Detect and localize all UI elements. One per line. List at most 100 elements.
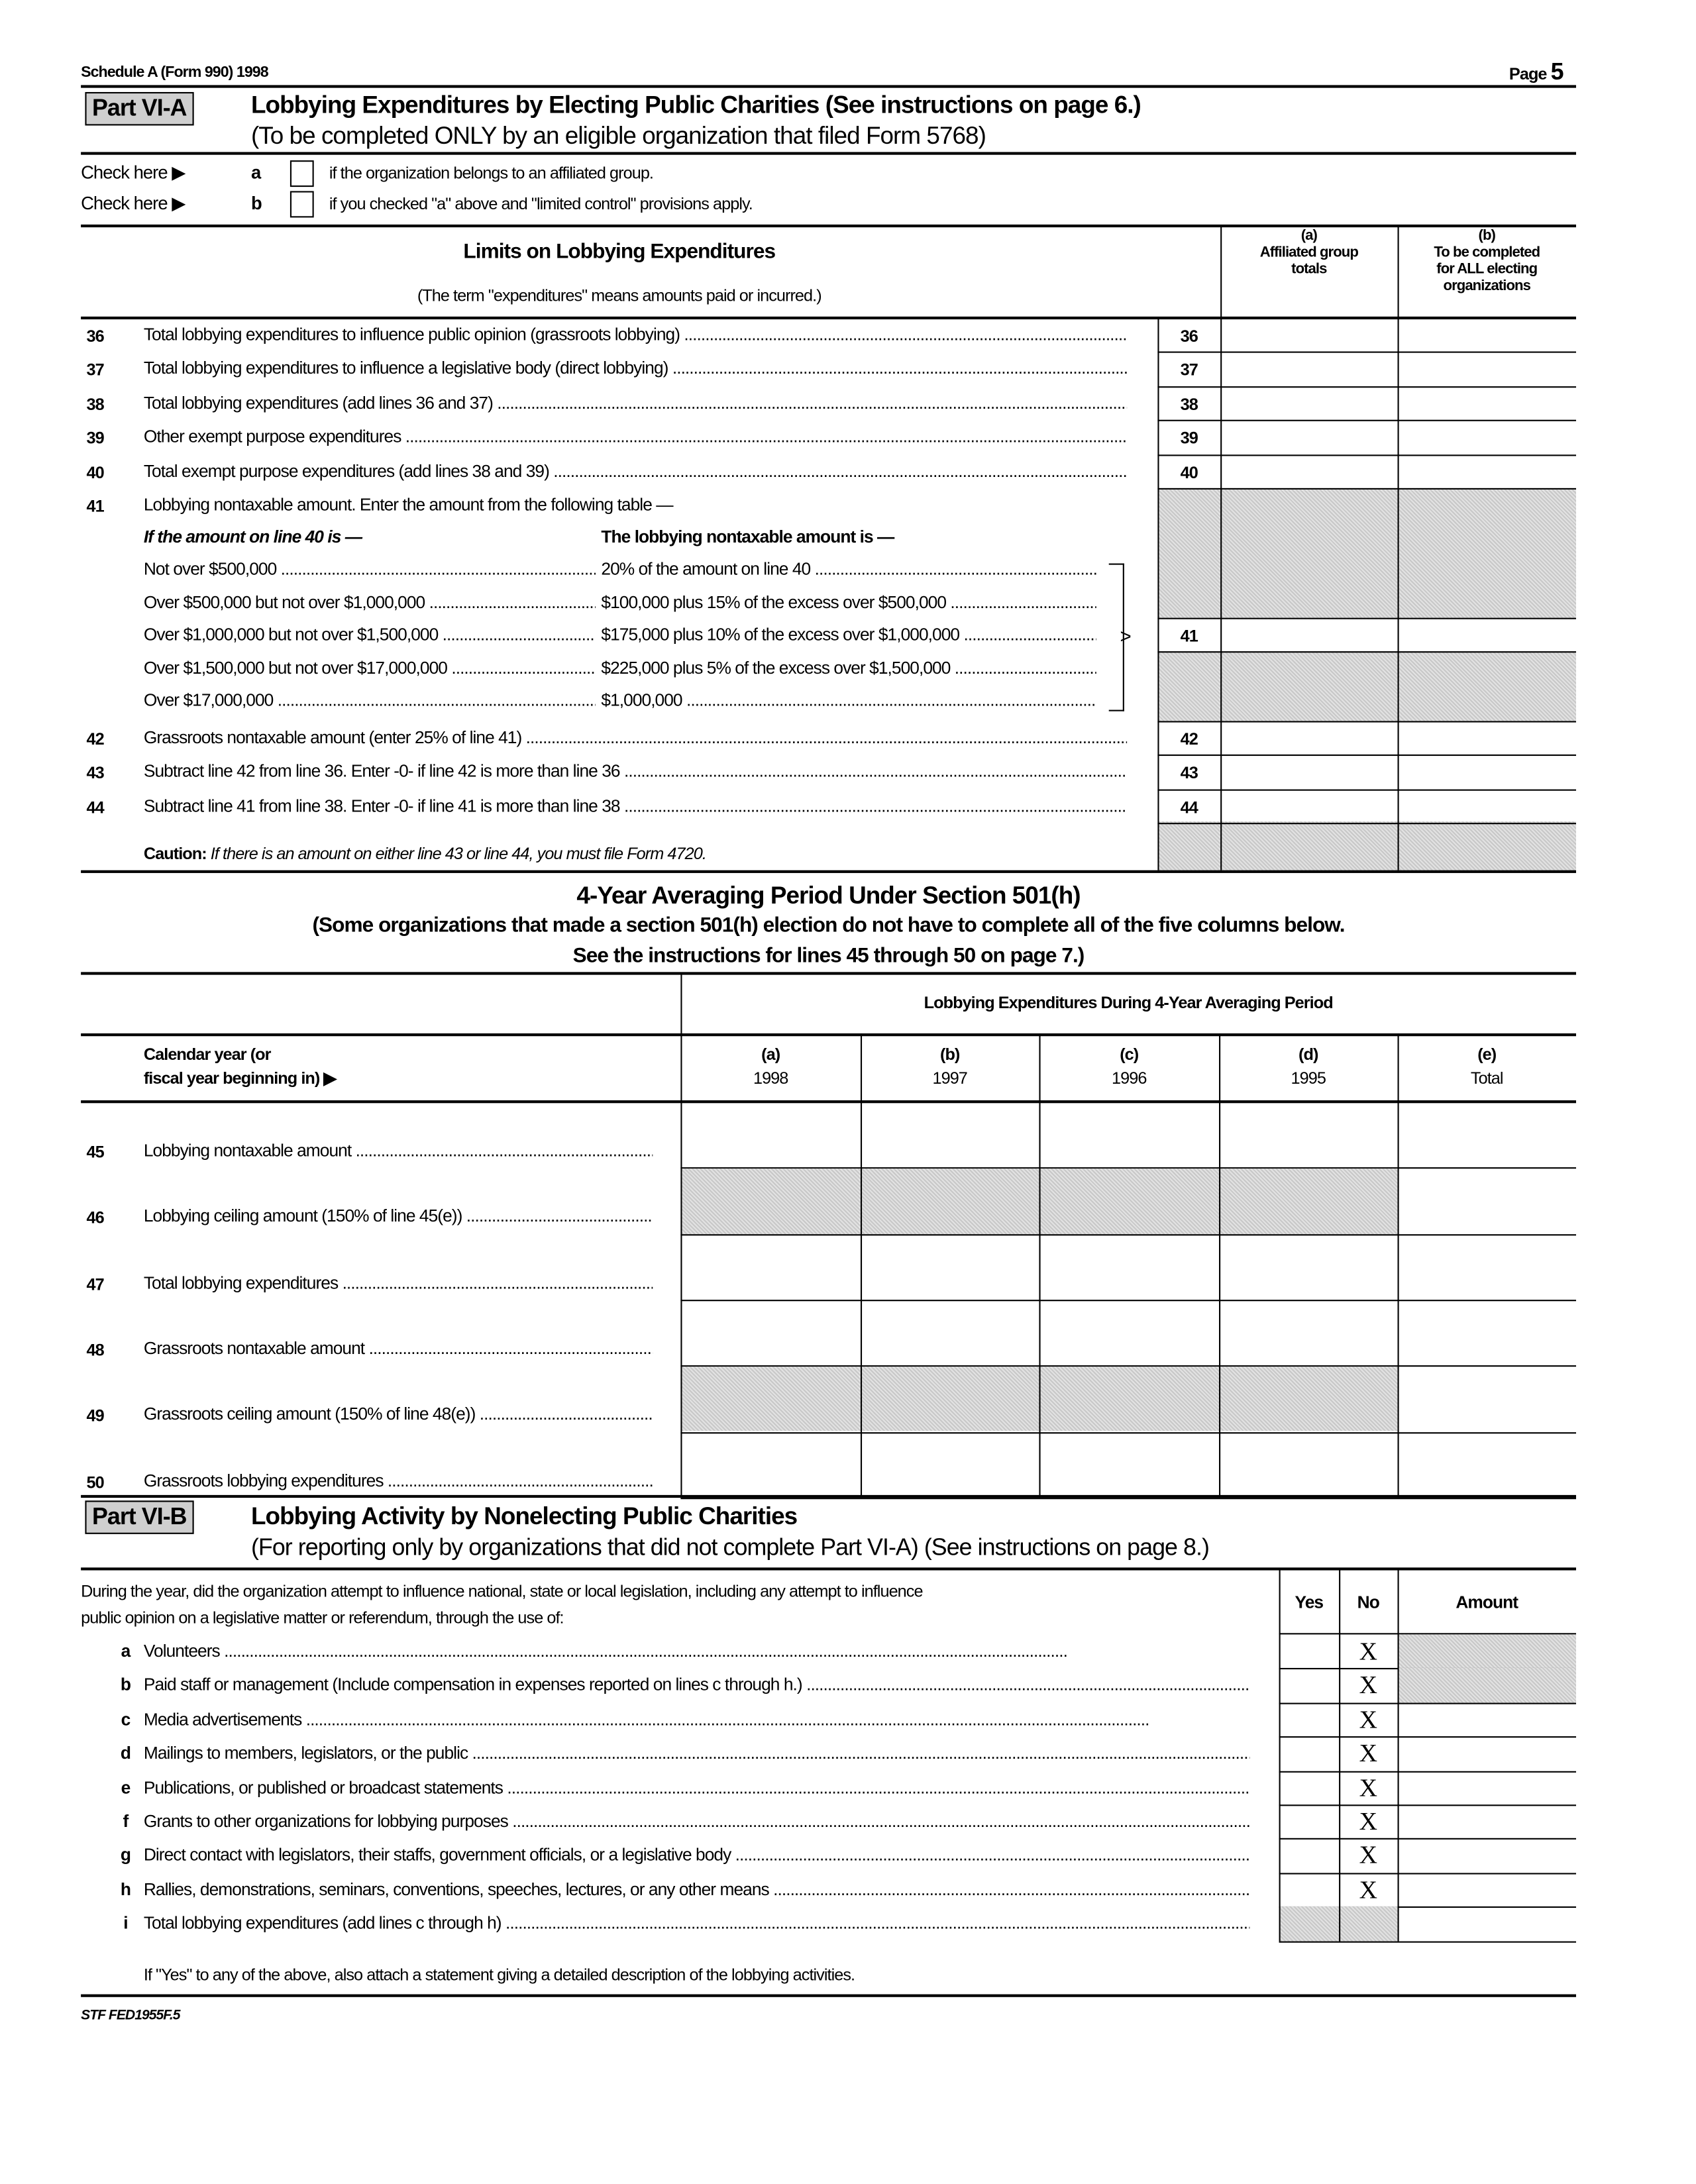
checkbox-b[interactable] bbox=[290, 191, 314, 218]
line-box-number: 38 bbox=[1180, 394, 1198, 414]
line-box-number: 42 bbox=[1180, 729, 1198, 749]
line-text: Lobbying nontaxable amount. Enter the am… bbox=[143, 495, 674, 515]
amount-field[interactable] bbox=[1220, 1433, 1397, 1497]
amount-field[interactable] bbox=[1399, 1804, 1576, 1838]
amount-field[interactable] bbox=[1041, 1235, 1219, 1299]
averaging-sub2: See the instructions for lines 45 throug… bbox=[572, 944, 1085, 968]
amount-field[interactable] bbox=[1399, 1771, 1576, 1804]
limits-note: (The term "expenditures" means amounts p… bbox=[417, 286, 822, 306]
amount-field-a-41[interactable] bbox=[1222, 618, 1397, 652]
amount-field[interactable] bbox=[1041, 1301, 1219, 1365]
amount-field[interactable] bbox=[862, 1235, 1039, 1299]
amount-field[interactable] bbox=[682, 1301, 860, 1365]
line-text: Grassroots nontaxable amount ...........… bbox=[143, 1338, 653, 1359]
threshold-right: $100,000 plus 15% of the excess over $50… bbox=[601, 592, 1096, 612]
part-6a-title: Lobbying Expenditures by Electing Public… bbox=[250, 90, 1141, 119]
no-cell[interactable]: X bbox=[1359, 1773, 1377, 1802]
amount-field[interactable] bbox=[862, 1433, 1039, 1497]
amount-field-b[interactable] bbox=[1399, 420, 1576, 454]
threshold-right: $225,000 plus 5% of the excess over $1,5… bbox=[601, 658, 1096, 678]
yes-cell[interactable] bbox=[1281, 1804, 1339, 1838]
amount-field-a[interactable] bbox=[1222, 721, 1397, 754]
no-cell[interactable]: X bbox=[1359, 1637, 1377, 1665]
yes-cell[interactable] bbox=[1281, 1771, 1339, 1804]
amount-field[interactable] bbox=[1041, 1433, 1219, 1497]
amount-field[interactable] bbox=[1399, 1301, 1576, 1365]
item-letter: g bbox=[120, 1846, 131, 1865]
no-cell[interactable]: X bbox=[1359, 1875, 1377, 1904]
amount-field-b[interactable] bbox=[1399, 454, 1576, 488]
amount-field[interactable] bbox=[1399, 1873, 1576, 1906]
amount-field[interactable] bbox=[1220, 1301, 1397, 1365]
no-cell[interactable]: X bbox=[1359, 1705, 1377, 1734]
column-letter: (d) bbox=[1298, 1044, 1318, 1065]
amount-field[interactable] bbox=[1399, 1169, 1576, 1233]
yes-cell[interactable] bbox=[1281, 1634, 1339, 1668]
amount-field-b[interactable] bbox=[1399, 721, 1576, 754]
amount-field-a[interactable] bbox=[1222, 352, 1397, 386]
amount-field[interactable] bbox=[862, 1103, 1039, 1167]
amount-field[interactable] bbox=[682, 1433, 860, 1497]
amount-field[interactable] bbox=[1399, 1235, 1576, 1299]
amount-field[interactable] bbox=[1399, 1103, 1576, 1167]
line-number: 41 bbox=[86, 496, 105, 516]
amount-field[interactable] bbox=[1220, 1235, 1397, 1299]
line-text: Grassroots ceiling amount (150% of line … bbox=[143, 1404, 653, 1424]
line-number: 39 bbox=[86, 428, 105, 448]
amount-field[interactable] bbox=[1399, 1367, 1576, 1431]
amount-field[interactable] bbox=[682, 1235, 860, 1299]
amount-field-b[interactable] bbox=[1399, 789, 1576, 823]
no-cell[interactable]: X bbox=[1359, 1671, 1377, 1700]
amount-field[interactable] bbox=[1220, 1103, 1397, 1167]
column-letter: (a) bbox=[761, 1044, 780, 1065]
amount-field[interactable] bbox=[1399, 1906, 1576, 1940]
item-letter: a bbox=[121, 1641, 131, 1661]
line-number: 49 bbox=[86, 1406, 105, 1426]
check-prefix: Check here ▶ bbox=[81, 162, 186, 183]
line-box-number: 44 bbox=[1180, 797, 1198, 817]
no-header: No bbox=[1357, 1592, 1380, 1612]
yes-cell[interactable] bbox=[1281, 1669, 1339, 1702]
check-prefix: Check here ▶ bbox=[81, 192, 186, 214]
no-cell[interactable]: X bbox=[1359, 1807, 1377, 1836]
yes-cell[interactable] bbox=[1281, 1839, 1339, 1873]
caution-note: Caution: If there is an amount on either… bbox=[143, 843, 707, 864]
amount-field-b[interactable] bbox=[1399, 755, 1576, 789]
col-b-header: (b) To be completed for ALL electing organi… bbox=[1434, 227, 1540, 295]
amount-field[interactable] bbox=[1041, 1103, 1219, 1167]
amount-field-a[interactable] bbox=[1222, 318, 1397, 352]
amount-field[interactable] bbox=[682, 1103, 860, 1167]
amount-field-a[interactable] bbox=[1222, 420, 1397, 454]
no-cell[interactable]: X bbox=[1359, 1841, 1377, 1869]
amount-field-b[interactable] bbox=[1399, 352, 1576, 386]
threshold-left: Over $1,500,000 but not over $17,000,000… bbox=[143, 658, 596, 678]
line-number: 42 bbox=[86, 729, 105, 749]
threshold-left: Over $500,000 but not over $1,000,000 ..… bbox=[143, 592, 596, 612]
threshold-left: Over $17,000,000 .......................… bbox=[143, 690, 596, 711]
column-letter: (e) bbox=[1477, 1044, 1497, 1065]
no-cell[interactable]: X bbox=[1359, 1739, 1377, 1767]
amount-field[interactable] bbox=[1399, 1736, 1576, 1770]
amount-field[interactable] bbox=[1399, 1433, 1576, 1497]
checkbox-a[interactable] bbox=[290, 160, 314, 187]
line-text: Grassroots lobbying expenditures .......… bbox=[143, 1471, 653, 1490]
amount-field-b[interactable] bbox=[1399, 318, 1576, 352]
yes-cell[interactable] bbox=[1281, 1702, 1339, 1736]
amount-field-a[interactable] bbox=[1222, 454, 1397, 488]
amount-field-a[interactable] bbox=[1222, 755, 1397, 789]
part-6b-intro-1: During the year, did the organization at… bbox=[81, 1581, 923, 1601]
amount-field[interactable] bbox=[1399, 1702, 1576, 1736]
amount-field-a[interactable] bbox=[1222, 789, 1397, 823]
amount-field[interactable] bbox=[1399, 1839, 1576, 1873]
amount-field[interactable] bbox=[862, 1301, 1039, 1365]
amount-field-b-41[interactable] bbox=[1399, 618, 1576, 652]
amount-field-a[interactable] bbox=[1222, 386, 1397, 420]
yes-cell[interactable] bbox=[1281, 1873, 1339, 1906]
limits-title: Limits on Lobbying Expenditures bbox=[463, 240, 776, 264]
yes-cell[interactable] bbox=[1281, 1736, 1339, 1770]
amount-field-b[interactable] bbox=[1399, 386, 1576, 420]
yes-cell[interactable] bbox=[1281, 1906, 1339, 1940]
column-year: 1995 bbox=[1291, 1068, 1326, 1088]
part-6b-title: Lobbying Activity by Nonelecting Public … bbox=[250, 1502, 798, 1530]
line-number: 36 bbox=[86, 326, 105, 346]
